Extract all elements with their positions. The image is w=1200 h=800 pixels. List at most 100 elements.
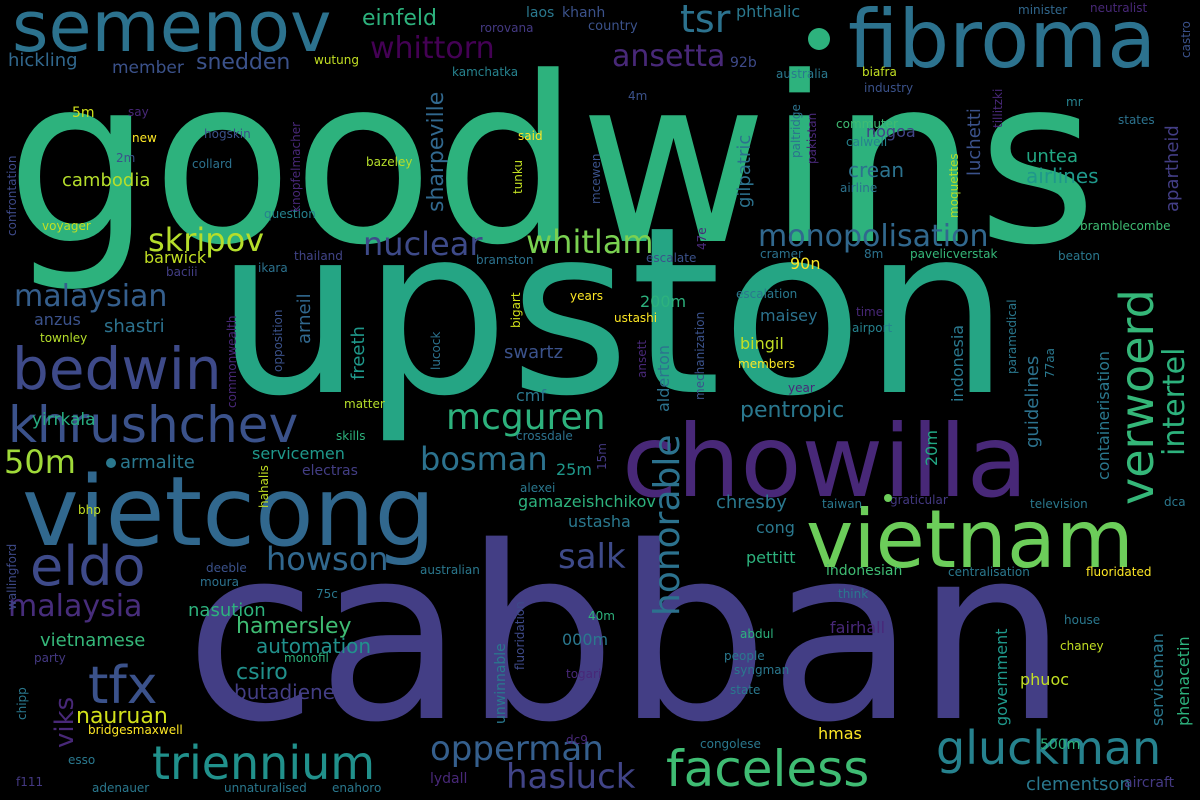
cloud-word: commuter [836, 117, 898, 131]
cloud-word: howson [266, 540, 389, 578]
cloud-word: pentropic [740, 398, 845, 423]
cloud-word: time [856, 305, 884, 319]
cloud-word: rorovana [480, 21, 534, 35]
cloud-word: cambodia [62, 170, 151, 191]
cloud-word: ustashi [614, 311, 658, 325]
cloud-word: baciii [166, 265, 198, 279]
cloud-word: deeble [206, 561, 247, 575]
cloud-word: verwoerd [1110, 289, 1164, 505]
cloud-word: arneil [294, 293, 315, 344]
cloud-word: commonwealth [225, 315, 239, 408]
cloud-word: 47e [695, 227, 709, 250]
cloud-word: faceless [666, 740, 870, 798]
dot-mark [106, 458, 116, 468]
cloud-word: whitlam [526, 223, 654, 261]
cloud-word: townley [40, 331, 88, 345]
cloud-word: whittorn [370, 31, 495, 66]
cloud-word: 8m [864, 247, 884, 261]
cloud-word: gluckman [936, 721, 1162, 775]
cloud-word: untea [1026, 146, 1078, 167]
cloud-word: moquettes [947, 153, 961, 218]
cloud-word: voyager [42, 219, 91, 233]
cloud-word: party [34, 651, 66, 665]
cloud-word: servicemen [252, 444, 345, 463]
cloud-word: vietnam [806, 493, 1134, 586]
cloud-word: members [738, 357, 795, 371]
cloud-word: fluoridation [513, 601, 527, 670]
cloud-word: castro [1179, 21, 1193, 58]
cloud-word: year [788, 381, 815, 395]
cloud-word: 40m [588, 609, 615, 623]
cloud-word: bramston [476, 253, 534, 267]
cloud-word: syngman [734, 663, 790, 677]
cloud-word: 4m [628, 89, 648, 103]
cloud-word: 200m [640, 292, 687, 311]
cloud-word: confrontation [5, 155, 19, 236]
cloud-word: einfeld [362, 6, 437, 31]
cloud-word: member [112, 58, 184, 78]
cloud-word: aircraft [1124, 775, 1175, 791]
cloud-word: hmas [818, 724, 862, 743]
cloud-word: malaysia [8, 589, 143, 624]
cloud-word: esso [68, 753, 96, 767]
cloud-word: matter [344, 397, 385, 411]
cloud-word: house [1064, 613, 1101, 627]
cloud-word: 50m [4, 443, 76, 481]
cloud-word: dc9 [566, 733, 588, 747]
cloud-word: pavelicverstak [910, 247, 998, 261]
cloud-word: question [264, 207, 316, 221]
cloud-word: bigart [509, 292, 523, 328]
cloud-word: opperman [430, 729, 604, 769]
cloud-word: 77aa [1043, 348, 1057, 378]
cloud-word: laos [526, 5, 555, 21]
cloud-word: chresby [716, 492, 787, 513]
cloud-word: serviceman [1148, 633, 1167, 726]
cloud-word: opposition [271, 309, 285, 373]
cloud-word: sharpeville [424, 91, 449, 212]
cloud-word: fibroma [848, 0, 1157, 86]
cloud-word: monofil [284, 651, 329, 665]
cloud-word: tunku [511, 159, 525, 194]
cloud-word: years [570, 289, 604, 303]
cloud-word: malaysian [14, 279, 168, 314]
cloud-word: goodwins [6, 29, 1098, 296]
cloud-word: state [730, 683, 761, 697]
cloud-word: hickling [8, 50, 78, 71]
cloud-word: togari [566, 667, 602, 681]
cloud-word: new [132, 131, 157, 145]
cloud-word: khrushchev [8, 396, 299, 454]
cloud-word: barwick [144, 248, 207, 267]
cloud-word: paramedical [1005, 299, 1019, 374]
cloud-word: think [838, 587, 869, 601]
cloud-word: crossdale [516, 429, 573, 443]
cloud-word: escalate [646, 251, 697, 265]
cloud-word: ustasha [568, 512, 631, 531]
cloud-word: calwell [846, 135, 888, 149]
cloud-word: chaney [1060, 639, 1104, 653]
cloud-word: phthalic [736, 2, 801, 21]
cloud-word: unnaturalised [224, 781, 307, 795]
cloud-word: pakistan [805, 112, 819, 164]
cloud-word: airport [852, 321, 893, 335]
cloud-word: say [128, 105, 149, 119]
cloud-word: gilpatric [734, 134, 755, 208]
cloud-word: kamchatka [452, 65, 519, 79]
cloud-word: 2m [116, 151, 136, 165]
cloud-word: containerisation [1094, 350, 1113, 480]
cloud-word: honorable [647, 434, 688, 616]
cloud-word: swartz [504, 342, 564, 363]
cloud-word: alderton [654, 344, 673, 412]
cloud-word: australian [420, 563, 480, 577]
cloud-word: guidelines [1022, 355, 1043, 448]
cloud-word: mr [1066, 95, 1083, 109]
cloud-word: tillitzki [991, 88, 1005, 128]
cloud-word: anzus [34, 310, 81, 329]
cloud-word: minister [1018, 3, 1068, 17]
cloud-word: congolese [700, 737, 761, 751]
cloud-word: mcguren [446, 397, 606, 438]
cloud-word: bhp [78, 503, 101, 517]
cloud-word: f111 [16, 775, 44, 789]
cloud-word: khanh [562, 5, 606, 21]
cloud-word: indonesia [948, 324, 967, 402]
